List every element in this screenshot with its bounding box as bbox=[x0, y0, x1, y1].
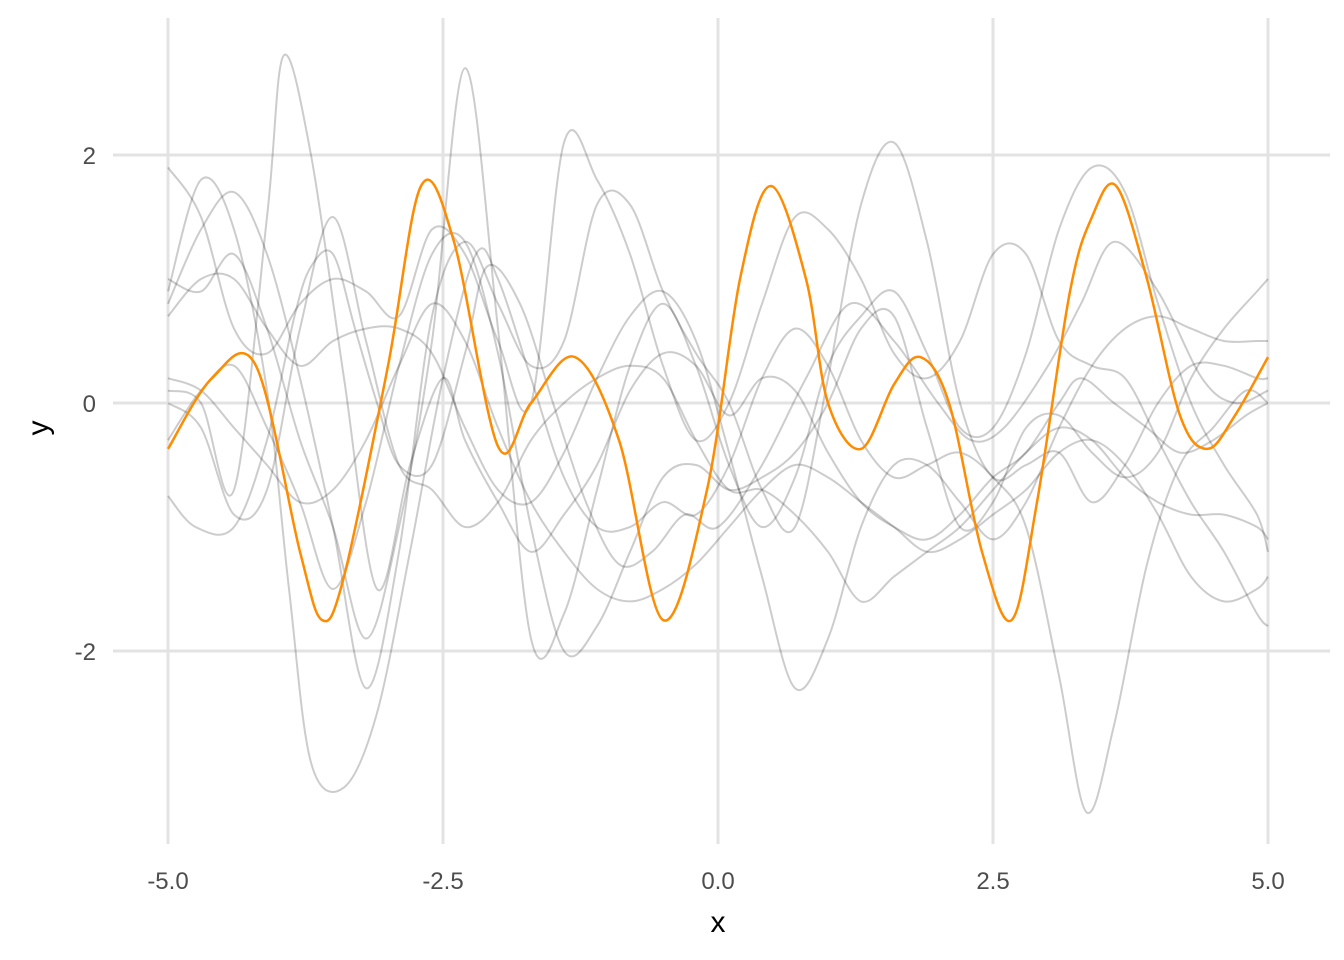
x-tick-label: 5.0 bbox=[1251, 868, 1284, 895]
y-tick-labels: -2 0 2 bbox=[75, 143, 96, 666]
sample-line bbox=[167, 140, 1269, 690]
sample-line bbox=[167, 216, 1269, 603]
x-tick-label: -2.5 bbox=[422, 868, 463, 895]
sample-line bbox=[167, 232, 1269, 658]
highlight-line bbox=[166, 178, 1270, 623]
grid bbox=[113, 18, 1330, 844]
y-tick-label: 0 bbox=[83, 391, 96, 418]
x-tick-label: -5.0 bbox=[147, 868, 188, 895]
y-tick-label: -2 bbox=[75, 639, 96, 666]
plot-area bbox=[166, 53, 1270, 814]
sample-line bbox=[167, 302, 1269, 603]
y-axis-title: y bbox=[22, 421, 55, 436]
sample-line bbox=[167, 272, 1268, 692]
x-tick-labels: -5.0 -2.5 0.0 2.5 5.0 bbox=[147, 868, 1284, 895]
sample-line bbox=[167, 129, 1269, 627]
sample-line bbox=[167, 176, 1269, 814]
x-tick-label: 2.5 bbox=[976, 868, 1009, 895]
y-tick-label: 2 bbox=[83, 143, 96, 170]
sample-line bbox=[167, 67, 1269, 660]
x-tick-label: 0.0 bbox=[701, 868, 734, 895]
x-axis-title: x bbox=[711, 906, 726, 939]
sample-line bbox=[167, 53, 1269, 592]
